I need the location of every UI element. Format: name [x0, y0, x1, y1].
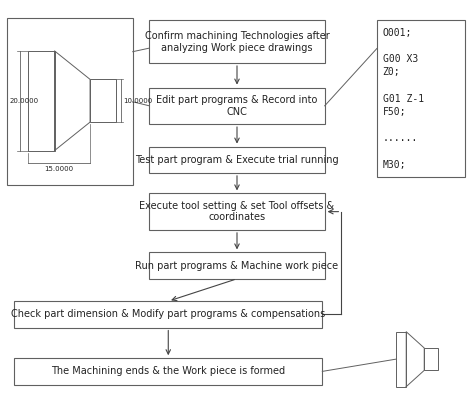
Bar [424, 348, 438, 370]
Bar [14, 358, 322, 385]
Bar [149, 147, 325, 173]
Bar [149, 252, 325, 279]
Text: 20.0000: 20.0000 [9, 98, 38, 104]
Bar [149, 193, 325, 230]
Text: Check part dimension & Modify part programs & compensations: Check part dimension & Modify part progr… [11, 309, 325, 319]
Bar [28, 51, 55, 151]
Text: O001;

G00 X3
Z0;

G01 Z-1
F50;

......

M30;: O001; G00 X3 Z0; G01 Z-1 F50; ...... M30… [383, 28, 424, 170]
Text: Run part programs & Machine work piece: Run part programs & Machine work piece [136, 260, 338, 271]
Bar [14, 301, 322, 328]
Bar [90, 79, 116, 122]
Bar [149, 20, 325, 63]
Text: The Machining ends & the Work piece is formed: The Machining ends & the Work piece is f… [51, 366, 285, 376]
Text: 15.0000: 15.0000 [45, 166, 74, 172]
Bar [377, 20, 465, 177]
Bar [149, 88, 325, 124]
Text: Confirm machining Technologies after
analyzing Work piece drawings: Confirm machining Technologies after ana… [145, 31, 329, 53]
Text: Test part program & Execute trial running: Test part program & Execute trial runnin… [135, 155, 339, 165]
Text: 10.0000: 10.0000 [123, 98, 153, 104]
Bar [396, 332, 406, 387]
Text: Execute tool setting & set Tool offsets &
coordinates: Execute tool setting & set Tool offsets … [139, 201, 335, 223]
Text: Edit part programs & Record into
CNC: Edit part programs & Record into CNC [156, 95, 318, 117]
Bar [7, 18, 133, 185]
